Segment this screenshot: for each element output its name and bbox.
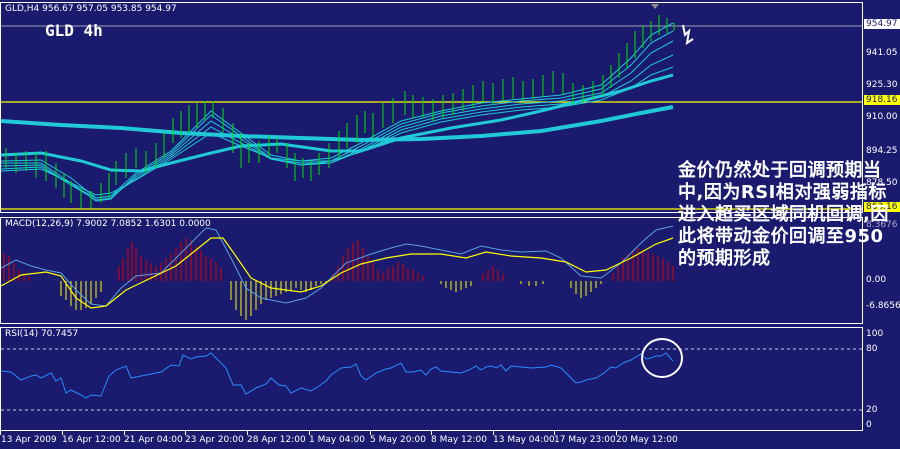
time-label: 8 May 12:00 (431, 435, 487, 445)
macd-axis-top: 8.3676 (866, 220, 898, 230)
rsi-chart-svg (1, 338, 862, 411)
price-axis-label: 925.30 (866, 80, 898, 90)
lower-level-tag: 863.16 (864, 202, 900, 212)
macd-histogram-negative (60, 281, 602, 320)
rsi-axis-20: 20 (866, 405, 878, 415)
time-label: 5 May 20:00 (370, 435, 426, 445)
time-label: 13 Apr 2009 (1, 435, 57, 445)
macd-pane[interactable]: MACD(12,26,9) 7.9002 7.0852 1.6301 0.000… (0, 217, 863, 324)
macd-axis-zero: 0.00 (866, 275, 887, 285)
time-label: 17 May 23:00 (554, 435, 616, 445)
price-chart-pane[interactable]: GLD,H4 956.67 957.05 953.85 954.97 GLD 4… (0, 2, 863, 213)
chart-title-overlay: GLD 4h (45, 21, 103, 40)
annotation-arrow (682, 24, 694, 46)
macd-axis-bottom: -6.8656 (866, 301, 900, 311)
rsi-axis-0: 0 (866, 420, 872, 430)
time-label: 28 Apr 12:00 (247, 435, 306, 445)
time-label: 16 Apr 12:00 (62, 435, 121, 445)
time-label: 20 May 12:00 (616, 435, 678, 445)
symbol-ohlc-header: GLD,H4 956.67 957.05 953.85 954.97 (5, 4, 177, 14)
macd-header: MACD(12,26,9) 7.9002 7.0852 1.6301 0.000… (5, 219, 211, 229)
time-label: 23 Apr 20:00 (185, 435, 244, 445)
price-axis-label: 894.25 (866, 146, 898, 156)
price-chart-svg (1, 4, 862, 210)
price-axis-label: 878.50 (866, 178, 898, 188)
rsi-pane[interactable]: RSI(14) 70.7457 (0, 327, 863, 431)
current-price-tag: 954.97 (864, 19, 900, 29)
macd-histogram-positive (3, 238, 674, 281)
macd-signal-line (1, 237, 674, 309)
candlesticks (5, 15, 675, 208)
rsi-axis-80: 80 (866, 344, 878, 354)
macd-line (1, 225, 674, 307)
support-price-tag: 918.16 (864, 95, 900, 105)
price-axis-label: 910.00 (866, 112, 898, 122)
time-label: 21 Apr 04:00 (124, 435, 183, 445)
rsi-header: RSI(14) 70.7457 (5, 329, 79, 339)
price-axis-label: 941.05 (866, 48, 898, 58)
rsi-axis-100: 100 (866, 329, 884, 339)
analysis-annotation: 金价仍然处于回调预期当中,因为RSI相对强弱指标进入超买区域同机回调,因此将带动… (678, 160, 889, 269)
macd-chart-svg (1, 225, 674, 320)
time-label: 13 May 04:00 (493, 435, 555, 445)
rsi-overbought-circle (641, 338, 683, 378)
time-axis: 13 Apr 2009 16 Apr 12:00 21 Apr 04:00 23… (0, 431, 900, 449)
rsi-line (1, 352, 674, 399)
time-label: 1 May 04:00 (309, 435, 365, 445)
